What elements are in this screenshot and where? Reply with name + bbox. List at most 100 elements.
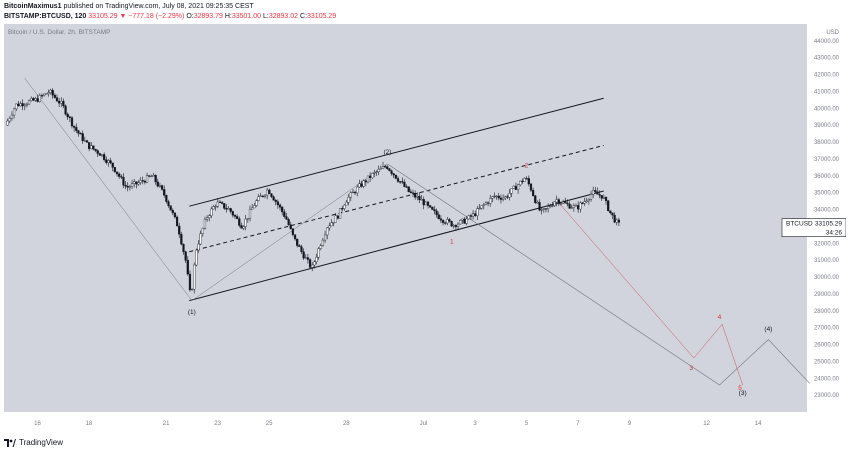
candle [165,194,168,204]
candle-body [589,194,593,200]
candle [100,154,104,158]
candle [8,116,11,124]
candle-body [143,180,147,183]
tradingview-logo-icon[interactable] [4,438,16,447]
candle-body [105,159,108,163]
candle [158,182,162,188]
candle-body [263,194,267,197]
candle-body [456,223,460,228]
candle-body [60,101,63,104]
candle [141,176,144,185]
candle-body [577,205,580,210]
candle [497,192,500,201]
candle [261,195,264,198]
candle [43,93,46,97]
x-tick-label: 28 [343,421,350,427]
projection-red-line [557,200,743,386]
candle [231,210,234,218]
high-label: H: [224,13,232,20]
candle-body [553,201,556,206]
candle-body [240,225,243,229]
chart-area[interactable]: Bitcoin / U.S. Dollar, 2h, BITSTAMP USD … [4,24,847,434]
candle-body [6,120,9,126]
candle [613,212,616,224]
bar-countdown: 34:26 [826,230,843,237]
y-tick-label: 35000.00 [814,191,840,197]
candle [244,214,247,231]
candle-body [298,245,301,247]
price-chart[interactable]: Bitcoin / U.S. Dollar, 2h, BITSTAMP USD … [4,24,847,434]
candle-body [493,195,496,198]
candle-body [259,195,262,197]
candle-body [484,202,488,205]
candle [304,254,307,259]
candle-body [94,148,97,151]
candle [167,199,170,208]
candle-body [514,185,518,190]
candle-body [178,225,181,235]
candle [431,206,434,211]
candle [467,214,470,220]
candle-body [366,175,370,183]
candle [394,174,397,180]
candle-body [581,202,584,204]
candle [581,201,584,205]
candle-body [171,210,174,214]
symbol-label[interactable]: BITSTAMP:BTCUSD, 120 [4,13,87,20]
candle [201,227,204,237]
candle [534,194,537,204]
candle-body [396,178,400,182]
last-price-value: 33105.29 [815,221,842,228]
candle-body [465,218,468,224]
candle-body [223,203,226,209]
candle [210,206,213,219]
candle [499,194,503,204]
y-tick-label: 44000.00 [814,39,840,45]
candle-body [304,257,307,259]
candle-body [476,208,479,216]
candle [263,193,267,199]
close-label: C: [300,13,308,20]
x-tick-label: 18 [86,421,93,427]
candle [373,169,376,178]
candle-body [579,202,582,210]
tradingview-brand[interactable]: TradingView [19,438,64,447]
candle [203,216,207,230]
candle-body [583,201,586,204]
candle [572,203,575,212]
candle-body [58,100,61,104]
candle [180,231,183,246]
candle-body [433,209,436,212]
candle-body [212,206,215,210]
last-price: 33105.29 [88,13,118,20]
candle [568,201,571,209]
candle-body [88,142,91,149]
candle-body [203,219,207,229]
candle [251,203,254,210]
candle [88,142,91,152]
author-name[interactable]: BitcoinMaximus1 [4,3,62,10]
candle-body [227,208,230,210]
open-label: O: [186,13,194,20]
candle-body [587,199,590,202]
candle [527,175,530,187]
candle [602,194,605,200]
candle [456,222,460,230]
candle-body [570,207,573,209]
time-axis[interactable] [4,412,807,434]
candle-body [611,212,614,216]
y-tick-label: 27000.00 [814,326,840,332]
candle [281,206,284,216]
trend-from-high-line [24,77,193,301]
candle [122,173,125,189]
wave-label-red: 3 [689,365,693,372]
candle [364,179,367,187]
candle [343,203,346,211]
candle [321,237,325,247]
candle [111,162,114,172]
candle-body [405,186,408,188]
candle [240,222,243,229]
candle [615,218,618,226]
chart-header: BitcoinMaximus1 published on TradingView… [4,2,844,22]
candle [411,189,415,198]
